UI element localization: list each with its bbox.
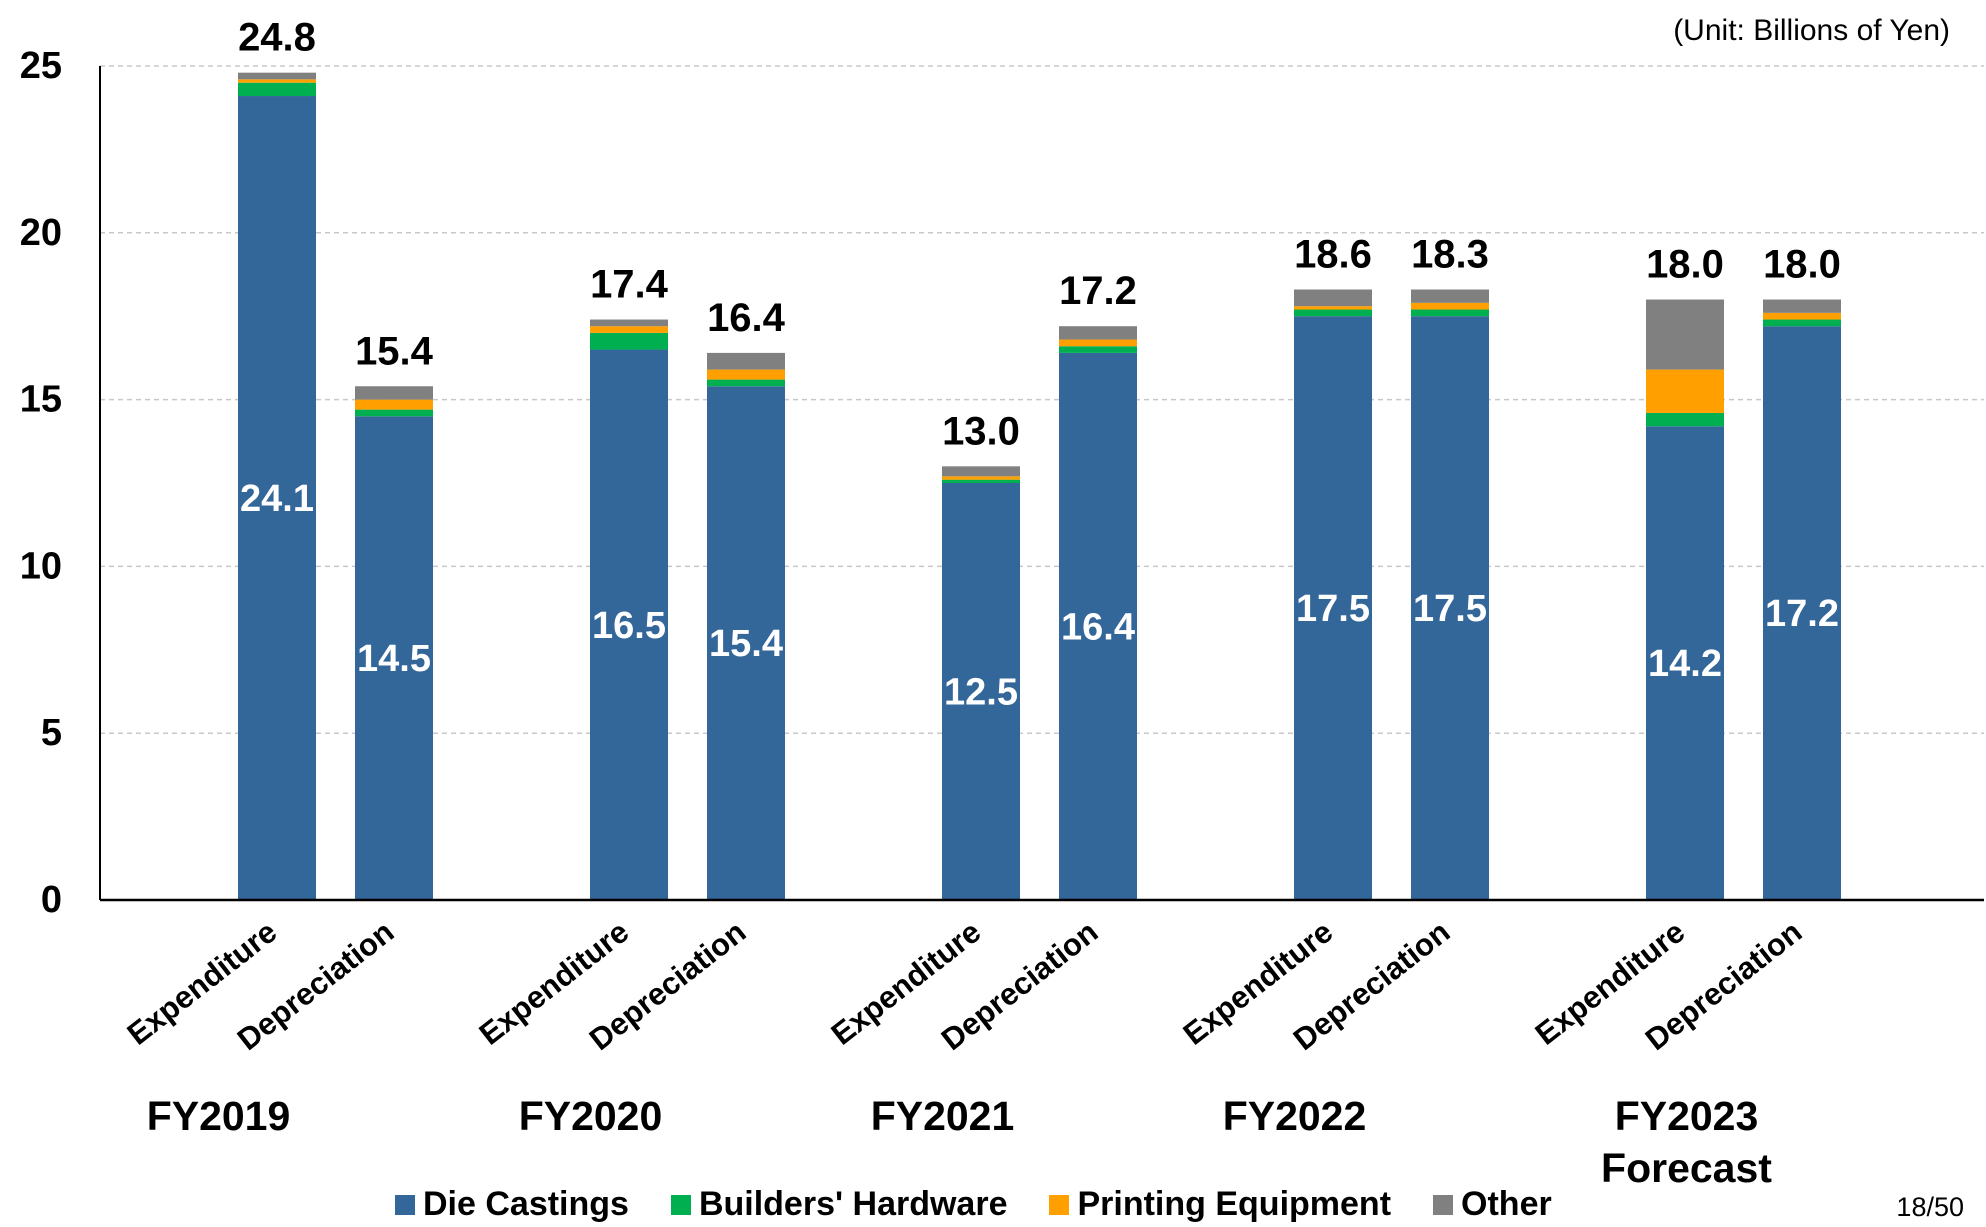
x-group-label: FY2020 (519, 1093, 663, 1139)
bar-segment-other (942, 466, 1020, 477)
bar-value-label: 17.5 (1413, 588, 1487, 630)
bar-total-label: 17.4 (590, 263, 669, 307)
x-group-label: FY2021 (871, 1093, 1015, 1139)
legend-swatch-other (1433, 1194, 1454, 1215)
bar-segment-die-castings (942, 483, 1020, 900)
bar-segment-builders-hardware (1059, 346, 1137, 353)
legend-label: Builders' Hardware (698, 1185, 1008, 1223)
bar-segment-printing-equipment (590, 326, 668, 333)
bar-value-label: 16.5 (592, 605, 666, 647)
bar-segment-die-castings (1411, 316, 1489, 900)
legend-swatch-die-castings (395, 1194, 415, 1215)
bar-total-label: 18.6 (1294, 233, 1372, 277)
bar-segment-builders-hardware (1294, 309, 1372, 317)
bar-segment-die-castings (238, 96, 316, 901)
bar-segment-die-castings (590, 349, 668, 900)
bar-segment-other (1411, 289, 1489, 303)
bar-value-label: 17.2 (1765, 593, 1839, 635)
bar-value-label: 17.5 (1296, 588, 1370, 630)
unit-note: (Unit: Billions of Yen) (1673, 14, 1950, 47)
legend-label: Other (1461, 1185, 1552, 1223)
x-group-label: Forecast (1601, 1145, 1772, 1191)
legend-label: Die Castings (423, 1185, 629, 1223)
legend-item-builders-hardware: Builders' Hardware (670, 1185, 1008, 1224)
y-tick-label: 0 (41, 879, 62, 921)
bar-value-label: 24.1 (240, 478, 314, 520)
bar-segment-die-castings (707, 386, 785, 901)
legend-item-other: Other (1433, 1185, 1552, 1224)
bar-total-label: 16.4 (707, 296, 786, 340)
legend: Die Castings Builders' Hardware Printing… (395, 1185, 1552, 1224)
y-tick-label: 10 (20, 545, 62, 587)
bar-segment-printing-equipment (355, 399, 433, 410)
y-tick-label: 5 (41, 712, 62, 754)
bar-segment-builders-hardware (1411, 309, 1489, 317)
bar-segment-other (1763, 299, 1841, 313)
bar-segment-builders-hardware (355, 409, 433, 417)
bar-total-label: 15.4 (355, 329, 434, 373)
x-group-label: FY2023 (1615, 1093, 1759, 1139)
bar-segment-printing-equipment (1411, 302, 1489, 310)
y-tick-label: 15 (20, 379, 62, 421)
bar-segment-printing-equipment (1059, 339, 1137, 347)
bar-segment-builders-hardware (590, 332, 668, 350)
bar-segment-builders-hardware (942, 479, 1020, 483)
bar-value-label: 14.5 (357, 638, 431, 680)
bars (238, 72, 1841, 901)
legend-item-printing-equipment: Printing Equipment (1049, 1185, 1391, 1224)
bar-total-label: 18.3 (1411, 233, 1489, 277)
axes (99, 66, 1984, 902)
bar-total-label: 24.8 (238, 16, 316, 60)
y-tick-label: 20 (20, 212, 62, 254)
bar-total-label: 18.0 (1646, 243, 1724, 287)
legend-swatch-builders-hardware (670, 1194, 691, 1215)
bar-segment-printing-equipment (1646, 369, 1724, 413)
bar-segment-builders-hardware (1763, 319, 1841, 327)
page-number: 18/50 (1896, 1192, 1964, 1222)
bar-value-label: 15.4 (709, 623, 783, 665)
bar-value-label: 16.4 (1061, 606, 1135, 648)
legend-item-die-castings: Die Castings (395, 1185, 629, 1224)
bar-total-label: 17.2 (1059, 269, 1137, 313)
bar-segment-builders-hardware (707, 379, 785, 387)
bar-total-label: 13.0 (942, 409, 1020, 453)
bar-segment-die-castings (355, 416, 433, 900)
bar-segment-builders-hardware (238, 82, 316, 97)
legend-label: Printing Equipment (1077, 1185, 1392, 1223)
bar-segment-builders-hardware (1646, 412, 1724, 427)
bar-segment-printing-equipment (707, 369, 785, 380)
x-group-label: FY2019 (147, 1093, 291, 1139)
bar-segment-die-castings (1294, 316, 1372, 900)
bar-segment-printing-equipment (1294, 306, 1372, 310)
bar-segment-other (355, 386, 433, 400)
bar-segment-printing-equipment (238, 79, 316, 83)
bar-segment-die-castings (1646, 426, 1724, 900)
x-group-label: FY2022 (1223, 1093, 1367, 1139)
bar-segment-die-castings (1763, 326, 1841, 900)
legend-swatch-printing-equipment (1049, 1194, 1070, 1215)
y-tick-label: 25 (20, 45, 62, 87)
bar-total-label: 18.0 (1763, 243, 1841, 287)
bar-segment-die-castings (1059, 352, 1137, 900)
bar-segment-other (1294, 289, 1372, 307)
bar-segment-other (707, 352, 785, 370)
bar-segment-printing-equipment (1763, 312, 1841, 320)
bar-value-label: 12.5 (944, 672, 1018, 714)
bar-segment-other (238, 72, 316, 80)
bar-segment-other (1646, 299, 1724, 370)
bar-segment-other (590, 319, 668, 327)
bar-value-label: 14.2 (1648, 643, 1722, 685)
bar-segment-other (1059, 326, 1137, 340)
bar-segment-printing-equipment (942, 476, 1020, 480)
